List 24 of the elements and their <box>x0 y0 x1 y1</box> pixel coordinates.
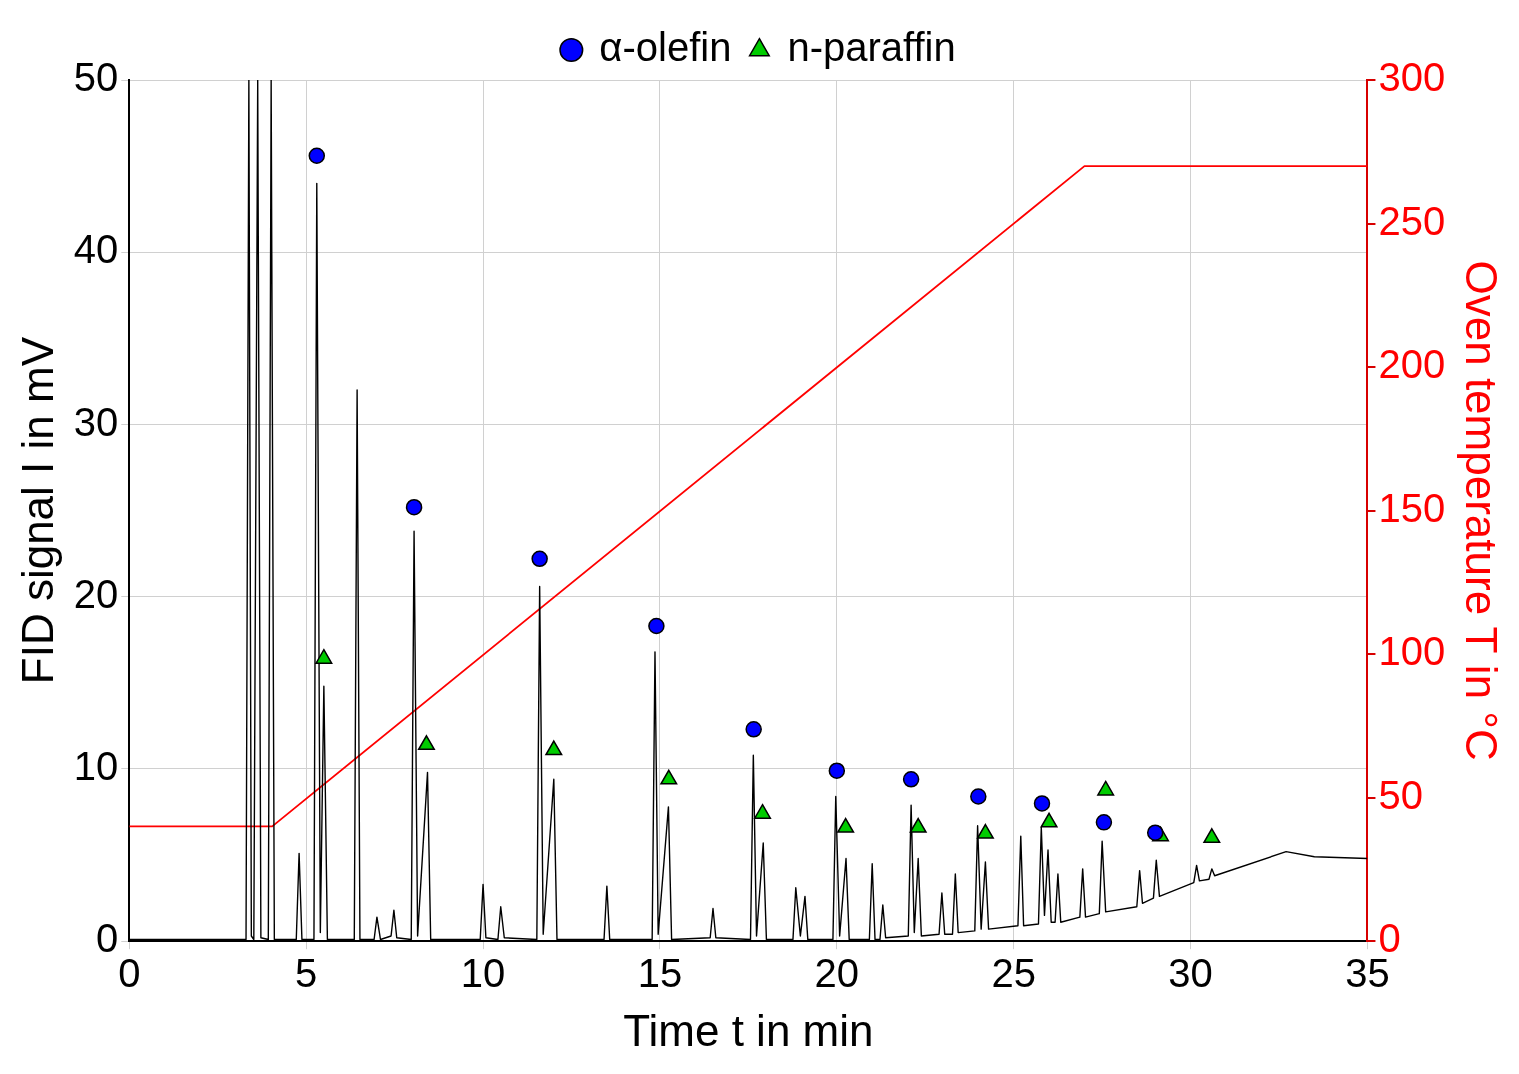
y-axis-title: FID signal I in mV <box>12 336 62 685</box>
y2-tick-label: 150 <box>1378 485 1446 530</box>
y2-tick-label: 250 <box>1378 198 1446 243</box>
x-tick-label: 5 <box>295 951 318 996</box>
y2-axis-title: Oven temperature T in °C <box>1457 260 1507 761</box>
x-tick-label: 15 <box>637 951 683 996</box>
x-tick-label: 35 <box>1345 951 1390 996</box>
legend-label: n-paraffin <box>787 25 956 70</box>
y-tick-label: 0 <box>96 916 119 961</box>
y-tick-label: 10 <box>73 743 119 788</box>
x-tick-label: 10 <box>460 951 506 996</box>
y-tick-label: 20 <box>73 571 119 616</box>
y-tick-label: 50 <box>73 55 119 100</box>
y2-tick-label: 200 <box>1378 342 1446 387</box>
x-tick-label: 20 <box>814 951 860 996</box>
legend-label: α-olefin <box>599 25 732 70</box>
y2-tick-label: 300 <box>1378 55 1446 100</box>
x-tick-label: 30 <box>1168 951 1213 996</box>
y-tick-label: 30 <box>73 399 119 444</box>
x-axis-title: Time t in min <box>623 1005 874 1055</box>
y2-tick-label: 50 <box>1378 772 1423 817</box>
x-tick-label: 25 <box>991 951 1036 996</box>
y-tick-label: 40 <box>73 227 119 272</box>
y2-tick-label: 100 <box>1378 629 1446 674</box>
